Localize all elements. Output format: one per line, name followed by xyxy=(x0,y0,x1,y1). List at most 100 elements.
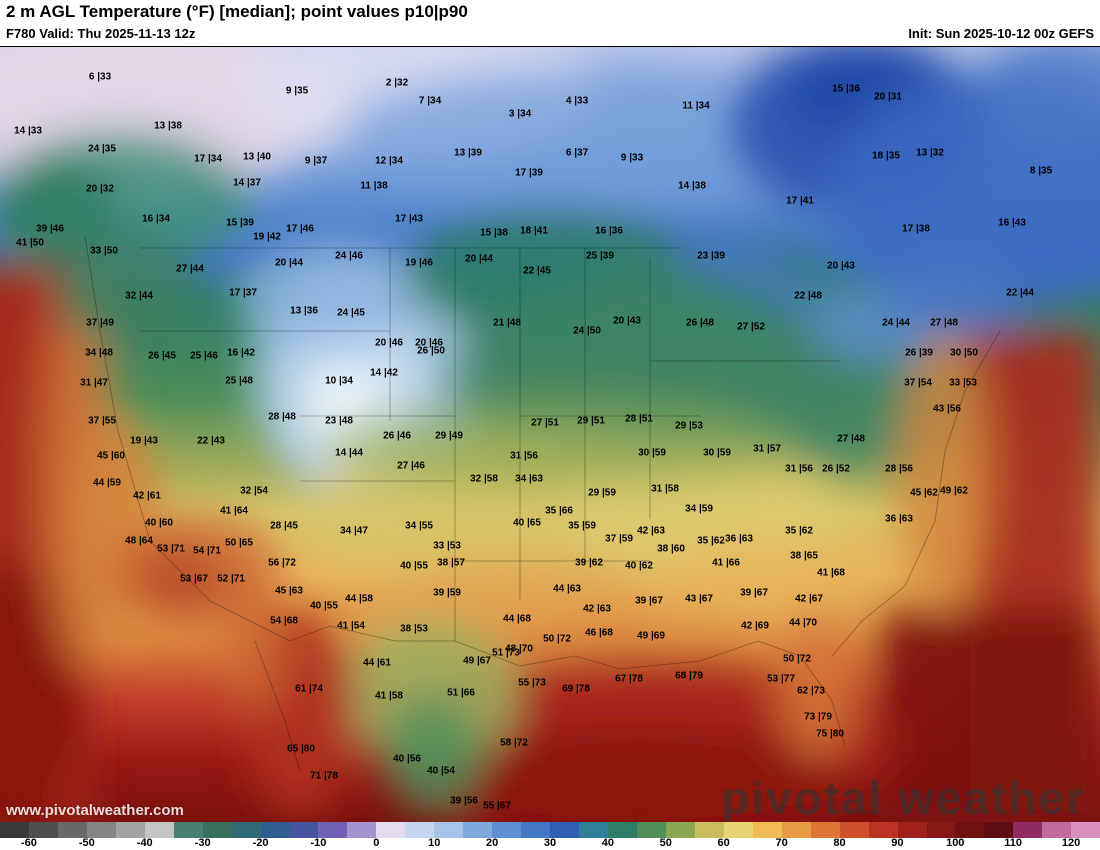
point-value: 28 |51 xyxy=(625,413,653,425)
point-value: 11 |38 xyxy=(360,180,388,192)
point-value: 45 |62 xyxy=(910,487,938,499)
point-value: 17 |37 xyxy=(229,287,257,299)
point-value: 34 |63 xyxy=(515,473,543,485)
point-value: 16 |36 xyxy=(595,225,623,237)
point-value: 26 |46 xyxy=(383,430,411,442)
point-value: 45 |60 xyxy=(97,450,125,462)
point-value: 25 |39 xyxy=(586,250,614,262)
point-value: 29 |49 xyxy=(435,430,463,442)
point-value: 36 |63 xyxy=(725,533,753,545)
colorbar-segment xyxy=(289,822,319,838)
point-value: 40 |55 xyxy=(310,600,338,612)
page-title: 2 m AGL Temperature (°F) [median]; point… xyxy=(6,2,468,21)
colorbar-segment xyxy=(636,822,666,838)
colorbar-tick-label: -10 xyxy=(310,837,327,849)
point-value: 43 |56 xyxy=(933,403,961,415)
colorbar-segment xyxy=(1071,822,1100,838)
colorbar-segment xyxy=(521,822,551,838)
point-value: 42 |61 xyxy=(133,490,161,502)
point-value: 33 |50 xyxy=(90,245,118,257)
point-value: 32 |58 xyxy=(470,473,498,485)
colorbar-tick-label: -20 xyxy=(252,837,269,849)
colorbar-segment xyxy=(318,822,348,838)
colorbar-tick-label: 70 xyxy=(775,837,788,849)
point-value: 2 |32 xyxy=(385,77,409,89)
point-value: 13 |40 xyxy=(243,151,271,163)
colorbar-segment xyxy=(608,822,637,838)
point-value: 7 |34 xyxy=(418,95,442,107)
point-value: 26 |52 xyxy=(822,463,850,475)
point-value: 43 |67 xyxy=(685,593,713,605)
colorbar-segment xyxy=(579,822,609,838)
point-value: 33 |53 xyxy=(949,377,977,389)
colorbar-segment xyxy=(665,822,695,838)
point-value: 22 |45 xyxy=(523,265,551,277)
point-value: 30 |59 xyxy=(638,447,666,459)
point-value: 42 |63 xyxy=(583,603,611,615)
colorbar-tick-label: 0 xyxy=(373,837,380,849)
point-value: 30 |50 xyxy=(950,347,978,359)
point-value: 51 |73 xyxy=(492,647,520,659)
point-value: 34 |55 xyxy=(405,520,433,532)
point-value: 20 |43 xyxy=(613,315,641,327)
point-value: 24 |35 xyxy=(88,143,116,155)
point-value: 38 |53 xyxy=(400,623,428,635)
point-value: 68 |79 xyxy=(675,670,703,682)
point-value: 13 |39 xyxy=(454,147,482,159)
point-value: 20 |46 xyxy=(415,337,443,349)
point-value: 24 |46 xyxy=(335,250,363,262)
colorbar-tick-label: 110 xyxy=(1004,837,1023,849)
point-value: 28 |56 xyxy=(885,463,913,475)
point-value: 6 |37 xyxy=(565,147,589,159)
colorbar-tick-label: 40 xyxy=(601,837,615,849)
point-value: 24 |45 xyxy=(337,307,365,319)
point-value: 17 |41 xyxy=(786,195,814,207)
temperature-colorbar: -60 -50 -40 -30 -20 -10 0 10 20 30 40 50 60 70 80 90 100… xyxy=(0,822,1100,850)
point-value: 17 |34 xyxy=(194,153,222,165)
colorbar-segment xyxy=(752,822,782,838)
watermark-brand: pivotal weather xyxy=(721,772,1086,824)
point-value: 51 |66 xyxy=(447,687,475,699)
point-value: 15 |36 xyxy=(832,83,860,95)
point-value: 8 |35 xyxy=(1029,165,1053,177)
point-value: 31 |56 xyxy=(785,463,813,475)
colorbar-segment xyxy=(57,822,87,838)
point-value: 28 |45 xyxy=(270,520,298,532)
point-value: 20 |44 xyxy=(275,257,303,269)
point-value: 55 |73 xyxy=(518,677,546,689)
colorbar-tick-label: 20 xyxy=(485,837,499,849)
point-value: 13 |36 xyxy=(290,305,318,317)
point-value: 42 |63 xyxy=(637,525,665,537)
point-value: 38 |65 xyxy=(790,550,818,562)
point-value: 48 |64 xyxy=(125,535,153,547)
colorbar-segment xyxy=(202,822,232,838)
point-value: 28 |48 xyxy=(268,411,296,423)
point-value: 37 |55 xyxy=(88,415,116,427)
point-value: 34 |48 xyxy=(85,347,113,359)
point-value: 39 |62 xyxy=(575,557,603,569)
colorbar-segment xyxy=(955,822,985,838)
point-value: 37 |49 xyxy=(86,317,114,329)
colorbar-segment xyxy=(231,822,261,838)
point-value: 15 |39 xyxy=(226,217,254,229)
point-value: 27 |48 xyxy=(930,317,958,329)
point-value: 41 |50 xyxy=(16,237,44,249)
point-value: 14 |42 xyxy=(370,367,398,379)
point-value: 32 |44 xyxy=(125,290,153,302)
point-value: 17 |39 xyxy=(515,167,543,179)
point-value: 19 |46 xyxy=(405,257,433,269)
point-value: 40 |56 xyxy=(393,753,421,765)
point-value: 30 |59 xyxy=(703,447,731,459)
point-value: 62 |73 xyxy=(797,685,825,697)
point-value: 27 |51 xyxy=(531,417,559,429)
colorbar-segment xyxy=(781,822,811,838)
point-value: 14 |33 xyxy=(14,125,42,137)
point-value: 40 |55 xyxy=(400,560,428,572)
point-value: 13 |32 xyxy=(916,147,944,159)
point-value: 6 |33 xyxy=(88,71,112,83)
colorbar-segment xyxy=(550,822,580,838)
colorbar-tick-label: -60 xyxy=(20,837,37,849)
point-value: 56 |72 xyxy=(268,557,296,569)
point-value: 50 |72 xyxy=(783,653,811,665)
point-value: 3 |34 xyxy=(508,108,532,120)
